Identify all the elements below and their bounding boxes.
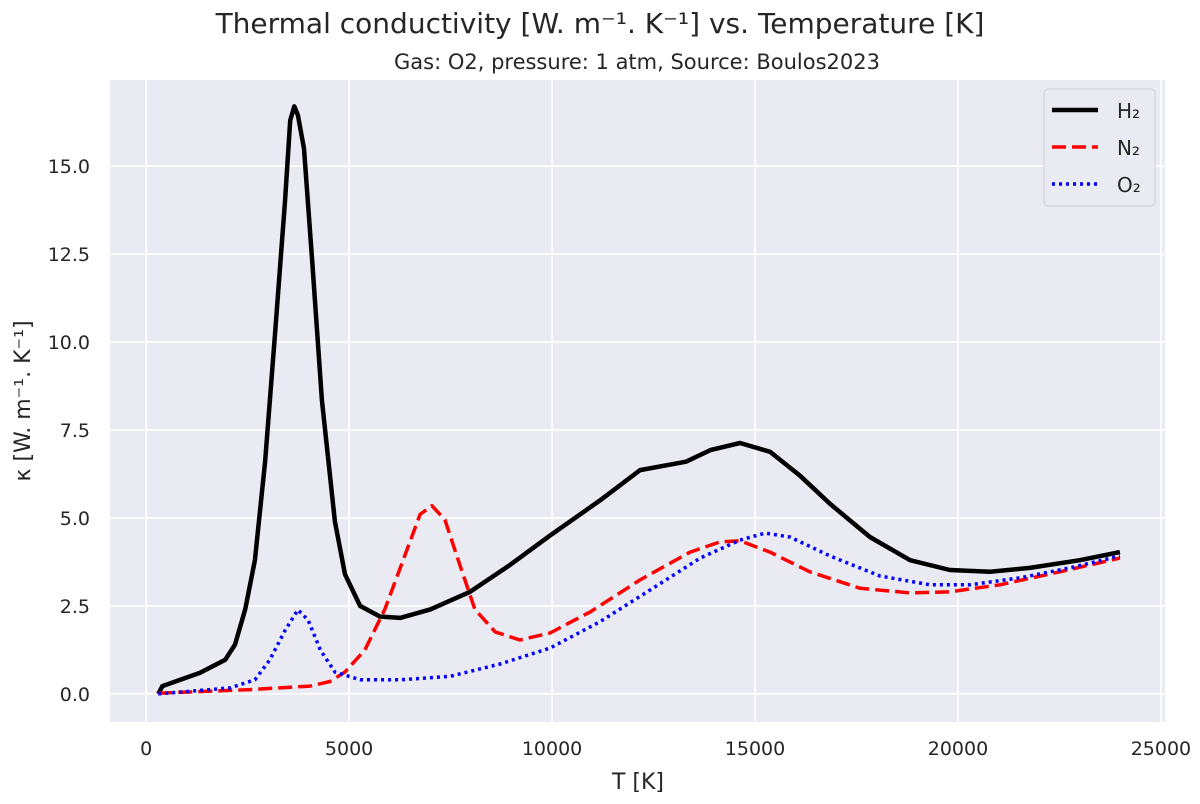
tick-labels: 0 5000 10000 15000 20000 25000 0.0 2.5 5.0 7.5 10.… <box>48 156 1191 760</box>
legend-box <box>1043 88 1156 207</box>
grid <box>110 80 1165 722</box>
y-tick-label: 7.5 <box>60 420 90 442</box>
y-tick-label: 15.0 <box>48 156 90 178</box>
x-tick-label: 25000 <box>1131 738 1191 760</box>
series-line <box>156 104 1121 695</box>
y-axis-label: κ [W. m⁻¹. K⁻¹] <box>11 320 36 481</box>
x-tick-label: 15000 <box>725 738 785 760</box>
legend-label: N₂ <box>1117 136 1140 160</box>
y-tick-label: 10.0 <box>48 332 90 354</box>
series-lines <box>156 104 1121 696</box>
y-tick-label: 0.0 <box>60 684 90 706</box>
y-tick-label: 5.0 <box>60 508 90 530</box>
legend-label: O₂ <box>1117 173 1141 197</box>
x-tick-label: 20000 <box>928 738 988 760</box>
series-line <box>158 531 1121 696</box>
chart-title: Thermal conductivity [W. m⁻¹. K⁻¹] vs. T… <box>215 7 985 40</box>
chart-subtitle: Gas: O2, pressure: 1 atm, Source: Boulos… <box>394 50 880 74</box>
legend-label: H₂ <box>1117 99 1140 123</box>
x-axis-label: T [K] <box>611 770 664 795</box>
x-tick-label: 5000 <box>325 738 373 760</box>
x-tick-label: 10000 <box>522 738 582 760</box>
x-tick-label: 0 <box>140 738 152 760</box>
y-tick-label: 2.5 <box>60 596 90 618</box>
y-tick-label: 12.5 <box>48 244 90 266</box>
legend: H₂ N₂ O₂ <box>1043 88 1156 207</box>
series-line <box>158 503 1121 695</box>
